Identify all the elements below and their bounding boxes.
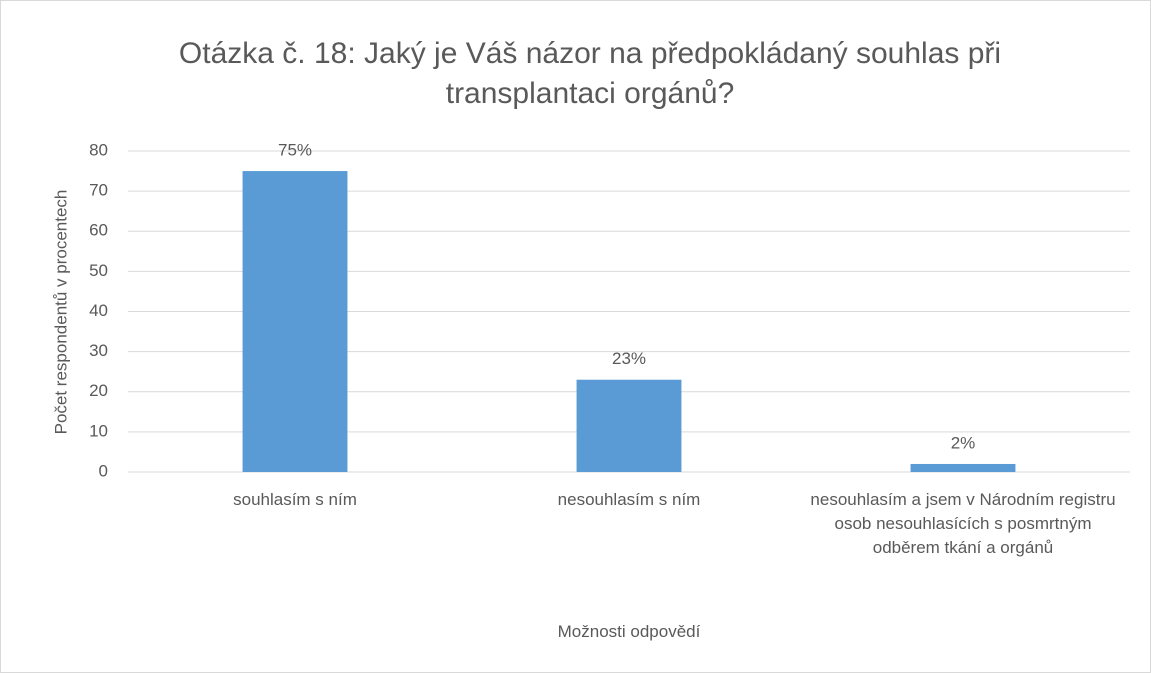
data-label: 2%	[951, 433, 976, 452]
y-tick-label: 50	[89, 261, 108, 280]
data-label: 23%	[612, 349, 646, 368]
y-axis-title: Počet respondentů v procentech	[51, 190, 70, 435]
bar	[910, 463, 1016, 472]
y-tick-label: 60	[89, 221, 108, 240]
y-tick-label: 20	[89, 381, 108, 400]
bar	[576, 379, 682, 472]
y-tick-label: 0	[99, 461, 108, 480]
y-tick-label: 10	[89, 421, 108, 440]
x-tick-label: souhlasím s ním	[233, 490, 357, 509]
x-tick-label: nesouhlasím a jsem v Národním registru o…	[810, 490, 1116, 557]
y-tick-label: 30	[89, 341, 108, 360]
y-tick-label: 70	[89, 181, 108, 200]
x-axis-title: Možnosti odpovědí	[557, 622, 701, 641]
x-tick-label: nesouhlasím s ním	[557, 490, 701, 509]
y-tick-label: 80	[89, 140, 108, 159]
chart-title: Otázka č. 18: Jaký je Váš názor na předp…	[178, 37, 1002, 110]
data-label: 75%	[278, 141, 312, 160]
bar	[242, 171, 348, 472]
y-tick-label: 40	[89, 301, 108, 320]
